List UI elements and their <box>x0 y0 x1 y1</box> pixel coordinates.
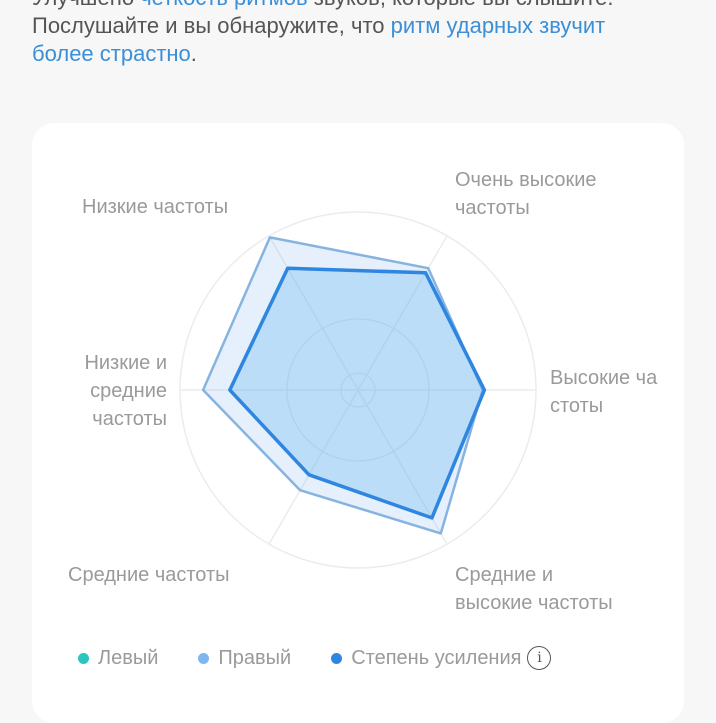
legend-label: Правый <box>218 646 292 669</box>
text: звуков, которые вы слышите. <box>308 0 614 10</box>
legend-item-left[interactable]: Левый <box>78 647 158 670</box>
series-polygon-1 <box>201 236 484 535</box>
radar-chart <box>179 211 537 569</box>
text: Послушайте и вы обнаружите, что <box>32 13 391 38</box>
highlight-text: ритм ударных звучит <box>390 13 606 38</box>
text: Улучшено <box>32 0 140 10</box>
axis-line <box>357 235 448 391</box>
text: . <box>190 41 197 66</box>
axis-label-low: Низкие частоты <box>82 196 229 218</box>
left-dot-icon <box>78 652 89 664</box>
highlight-text: четкость ритмов <box>140 0 307 10</box>
axis-label-low-mid: Низкие и средние частоты <box>84 352 167 430</box>
right-dot-icon <box>198 652 210 664</box>
legend-item-gain[interactable]: Степень усиления i <box>331 646 552 670</box>
axis-label-high: Высокие ча стоты <box>550 367 658 417</box>
legend-item-right[interactable]: Правый <box>198 647 291 670</box>
legend-label: Левый <box>98 646 159 669</box>
axis-line <box>268 389 359 545</box>
series-polygon-2 <box>228 266 487 520</box>
axis-label-mid: Средние частоты <box>68 564 230 586</box>
description-text: Улучшено четкость ритмов звуков, которые… <box>32 0 692 68</box>
axis-label-very-high: Очень высокие частоты <box>455 169 597 219</box>
legend: Левый Правый Степень усиления i <box>78 646 552 670</box>
info-icon[interactable]: i <box>527 646 552 670</box>
chart-card <box>32 123 684 723</box>
highlight-text: более страстно <box>32 41 191 66</box>
axis-label-mid-high: Средние и высокие частоты <box>455 564 613 614</box>
gain-dot-icon <box>331 652 343 664</box>
legend-label: Степень усиления <box>351 646 522 669</box>
axis-line <box>268 235 359 391</box>
